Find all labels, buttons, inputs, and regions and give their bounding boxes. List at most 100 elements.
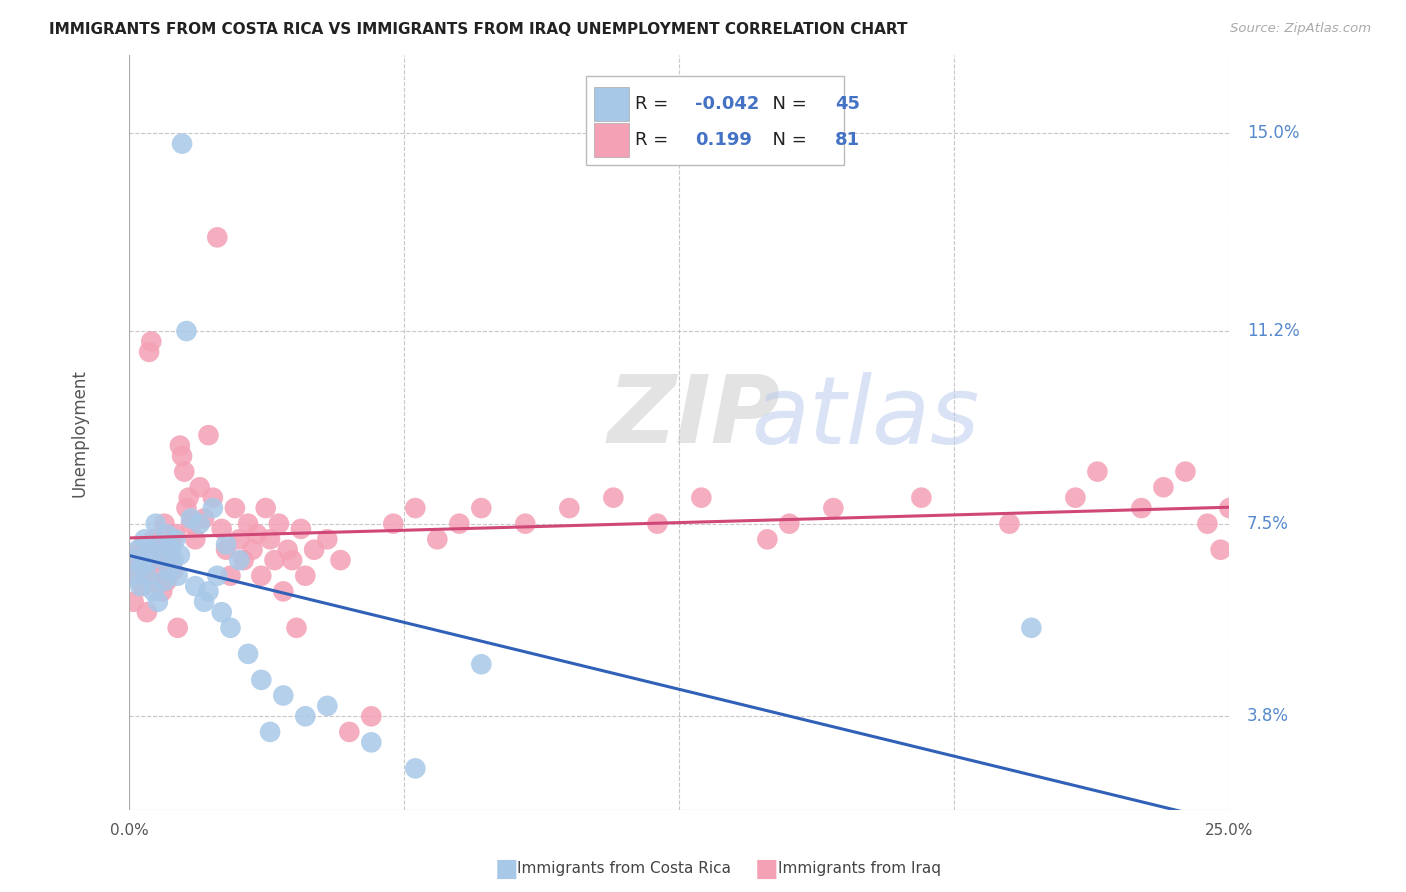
Point: [122, 568, 145, 582]
FancyBboxPatch shape: [593, 87, 630, 121]
Point: [125, 553, 148, 567]
Point: [1174, 465, 1197, 479]
Point: [184, 579, 207, 593]
Point: [184, 533, 207, 547]
Point: [197, 584, 219, 599]
Point: [169, 548, 191, 562]
Text: 7.5%: 7.5%: [1247, 515, 1289, 533]
Point: [281, 553, 304, 567]
Point: [165, 533, 187, 547]
Point: [515, 516, 537, 531]
Point: [224, 501, 246, 516]
Text: 0.199: 0.199: [696, 130, 752, 149]
Point: [246, 527, 269, 541]
Point: [131, 579, 153, 593]
FancyBboxPatch shape: [593, 122, 630, 157]
Point: [316, 698, 339, 713]
Point: [193, 595, 215, 609]
Point: [138, 344, 160, 359]
Point: [449, 516, 471, 531]
Point: [254, 501, 277, 516]
Point: [316, 533, 339, 547]
Point: [250, 568, 273, 582]
Text: R =: R =: [636, 95, 673, 113]
Point: [404, 761, 426, 775]
Point: [176, 501, 198, 516]
Point: [176, 324, 198, 338]
Point: [169, 439, 191, 453]
Point: [690, 491, 713, 505]
Text: Immigrants from Iraq: Immigrants from Iraq: [778, 862, 941, 876]
Text: 15.0%: 15.0%: [1247, 124, 1299, 142]
Point: [166, 621, 188, 635]
Point: [558, 501, 581, 516]
Text: atlas: atlas: [751, 372, 979, 463]
Point: [165, 527, 187, 541]
Text: ■: ■: [495, 857, 517, 880]
Point: [127, 553, 149, 567]
Point: [172, 449, 194, 463]
Point: [271, 584, 294, 599]
Point: [250, 673, 273, 687]
Point: [156, 574, 179, 588]
Text: Source: ZipAtlas.com: Source: ZipAtlas.com: [1230, 22, 1371, 36]
Text: 81: 81: [835, 130, 860, 149]
Point: [1152, 480, 1174, 494]
Point: [201, 501, 224, 516]
Text: R =: R =: [636, 130, 679, 149]
Point: [129, 542, 152, 557]
Point: [127, 542, 149, 557]
Text: -0.042: -0.042: [696, 95, 759, 113]
Point: [211, 522, 233, 536]
Point: [426, 533, 449, 547]
Point: [162, 553, 184, 567]
Text: 45: 45: [835, 95, 860, 113]
Point: [197, 428, 219, 442]
Point: [125, 568, 148, 582]
Point: [294, 709, 316, 723]
Point: [180, 516, 202, 531]
Point: [149, 537, 172, 551]
Point: [215, 537, 238, 551]
Point: [160, 537, 183, 551]
Point: [146, 542, 169, 557]
Point: [290, 522, 312, 536]
FancyBboxPatch shape: [586, 76, 845, 165]
Point: [910, 491, 932, 505]
Point: [360, 735, 382, 749]
Point: [271, 689, 294, 703]
Text: ZIP: ZIP: [607, 371, 780, 464]
Point: [180, 511, 202, 525]
Point: [647, 516, 669, 531]
Text: 25.0%: 25.0%: [1205, 823, 1254, 838]
Point: [228, 553, 250, 567]
Point: [228, 533, 250, 547]
Point: [149, 553, 172, 567]
Point: [302, 542, 325, 557]
Point: [145, 516, 167, 531]
Point: [215, 542, 238, 557]
Point: [756, 533, 779, 547]
Point: [329, 553, 352, 567]
Point: [141, 553, 163, 567]
Point: [337, 725, 360, 739]
Point: [188, 516, 211, 531]
Point: [470, 501, 492, 516]
Text: Immigrants from Costa Rica: Immigrants from Costa Rica: [517, 862, 731, 876]
Point: [122, 595, 145, 609]
Point: [1197, 516, 1219, 531]
Text: N =: N =: [762, 130, 813, 149]
Point: [150, 584, 173, 599]
Point: [135, 605, 157, 619]
Text: 11.2%: 11.2%: [1247, 322, 1299, 340]
Point: [131, 558, 153, 573]
Point: [173, 465, 195, 479]
Point: [129, 579, 152, 593]
Point: [138, 542, 160, 557]
Point: [193, 511, 215, 525]
Point: [160, 542, 183, 557]
Point: [177, 491, 200, 505]
Point: [470, 657, 492, 672]
Point: [1209, 542, 1232, 557]
Point: [153, 516, 176, 531]
